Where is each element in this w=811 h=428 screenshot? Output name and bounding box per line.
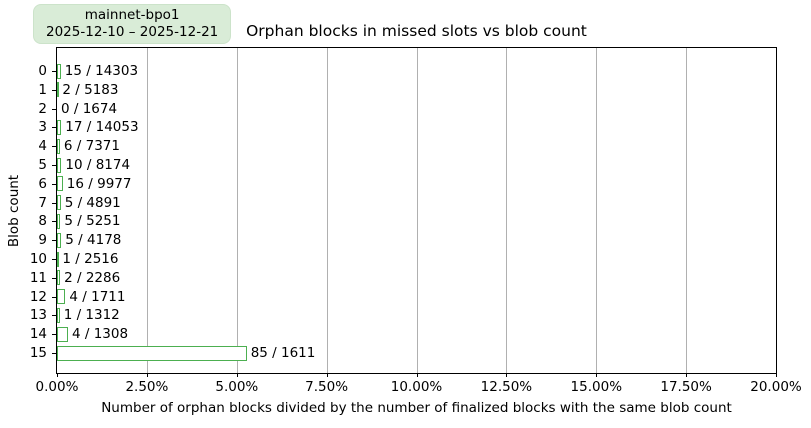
y-tick-mark (52, 353, 56, 354)
y-tick-mark (52, 165, 56, 166)
plot-area: 15 / 14303 2 / 5183 0 / 1674 17 / 14053 6 / … (56, 47, 777, 374)
bar-value-label: 1 / 2516 (62, 251, 119, 267)
x-tick-mark (596, 373, 598, 377)
x-tick-mark (326, 373, 328, 377)
x-tick-label: 20.00% (750, 379, 802, 395)
x-tick-mark (506, 373, 508, 377)
bar-value-label: 16 / 9977 (66, 175, 132, 192)
y-tick-label: 8 (38, 213, 47, 230)
y-tick-mark (52, 221, 56, 223)
bar (57, 289, 66, 305)
x-tick-label: 2.50% (125, 379, 169, 395)
y-tick-label: 4 (38, 138, 47, 155)
y-tick-label: 1 (38, 81, 47, 98)
y-tick-mark (52, 202, 56, 204)
y-tick-label: 2 (38, 100, 47, 117)
bar (57, 213, 61, 229)
y-tick-mark (52, 240, 56, 242)
y-tick-label: 13 (29, 307, 47, 324)
x-tick-label: 12.50% (480, 379, 533, 395)
bar-value-label: 1 / 1312 (63, 307, 120, 324)
bar (57, 138, 60, 154)
y-tick-mark (52, 89, 56, 91)
y-tick-label: 6 (38, 175, 47, 192)
y-tick-mark (52, 127, 56, 129)
x-tick-mark (686, 373, 688, 377)
bar (57, 119, 62, 135)
gridline (596, 48, 598, 373)
bar (57, 157, 62, 173)
x-tick-mark (146, 373, 148, 377)
y-tick-mark (52, 108, 56, 110)
bar (57, 232, 62, 248)
bar-value-label: 15 / 14303 (64, 63, 139, 79)
y-tick-mark (52, 183, 56, 185)
gridline (416, 48, 418, 373)
bar (57, 176, 63, 192)
bar (57, 82, 59, 98)
bar (57, 345, 247, 361)
y-tick-mark (52, 315, 56, 317)
y-tick-label: 7 (38, 194, 47, 211)
bar (57, 63, 61, 79)
bar-value-label: 5 / 5251 (64, 213, 121, 230)
x-tick-mark (236, 373, 238, 377)
run-info-badge: mainnet-bpo1 2025-12-10 – 2025-12-21 (33, 4, 232, 44)
bar (57, 307, 60, 323)
chart-title: Orphan blocks in missed slots vs blob co… (246, 22, 587, 40)
gridline (236, 48, 238, 373)
y-tick-label: 10 (29, 251, 47, 267)
gridline (326, 48, 328, 373)
y-tick-label: 5 (38, 157, 47, 173)
badge-date-range: 2025-12-10 – 2025-12-21 (46, 24, 219, 40)
bar-value-label: 2 / 2286 (64, 269, 121, 286)
bar (57, 326, 68, 342)
y-tick-label: 14 (29, 326, 47, 343)
x-tick-label: 0.00% (35, 379, 79, 395)
bar-value-label: 2 / 5183 (62, 81, 119, 98)
bar-value-label: 85 / 1611 (250, 345, 316, 361)
bar-value-label: 6 / 7371 (63, 138, 120, 155)
y-tick-mark (52, 296, 56, 298)
bar-value-label: 0 / 1674 (61, 100, 118, 117)
bar-value-label: 5 / 4891 (64, 194, 121, 211)
y-tick-label: 12 (29, 288, 47, 305)
x-tick-label: 5.00% (215, 379, 259, 395)
bar (57, 251, 59, 267)
bar-value-label: 10 / 8174 (65, 157, 131, 173)
bar (57, 270, 61, 286)
x-tick-label: 7.50% (305, 379, 349, 395)
y-tick-mark (52, 277, 56, 279)
x-tick-label: 10.00% (390, 379, 443, 395)
x-tick-mark (57, 373, 58, 377)
x-tick-label: 17.50% (660, 379, 712, 395)
y-tick-label: 11 (29, 269, 47, 286)
y-tick-label: 15 (29, 345, 47, 361)
x-tick-mark (776, 373, 777, 377)
badge-network-label: mainnet-bpo1 (84, 7, 180, 23)
bar-value-label: 17 / 14053 (65, 119, 139, 136)
bar (57, 195, 61, 211)
bar-value-label: 4 / 1711 (69, 288, 126, 305)
bar-value-label: 5 / 4178 (65, 232, 122, 249)
bar-value-label: 4 / 1308 (72, 326, 129, 343)
y-tick-label: 0 (38, 63, 47, 79)
gridline (506, 48, 508, 373)
x-tick-label: 15.00% (570, 379, 623, 395)
y-tick-label: 9 (38, 232, 47, 249)
x-axis-label: Number of orphan blocks divided by the n… (101, 400, 732, 416)
gridline (686, 48, 688, 373)
y-tick-label: 3 (38, 119, 47, 136)
gridline (146, 48, 148, 373)
y-tick-mark (52, 71, 56, 72)
y-tick-mark (52, 259, 56, 260)
y-tick-mark (52, 334, 56, 336)
y-tick-mark (52, 146, 56, 148)
x-tick-mark (416, 373, 418, 377)
